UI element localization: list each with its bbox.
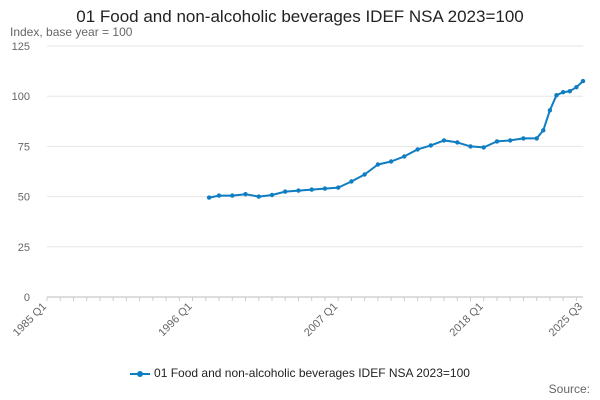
data-point[interactable] [534, 136, 539, 141]
x-axis: 1985 Q1 1996 Q1 2007 Q1 2018 Q1 2025 Q3 [11, 297, 585, 339]
y-axis: 0 25 50 75 100 125 [12, 41, 30, 304]
chart-title: 01 Food and non-alcoholic beverages IDEF… [76, 7, 524, 26]
data-point[interactable] [521, 136, 526, 141]
data-point[interactable] [574, 85, 579, 90]
series-group [206, 78, 586, 200]
data-point[interactable] [206, 195, 212, 200]
y-tick-label: 75 [18, 141, 30, 153]
data-point[interactable] [554, 93, 559, 98]
series-line [208, 80, 584, 199]
data-point[interactable] [256, 194, 261, 199]
data-point[interactable] [216, 193, 222, 198]
data-point[interactable] [296, 188, 301, 193]
data-point[interactable] [283, 189, 288, 194]
data-point[interactable] [547, 108, 553, 113]
gridlines [47, 45, 583, 298]
data-point[interactable] [567, 89, 572, 94]
x-tick-label: 2025 Q3 [547, 301, 585, 339]
x-tick-label: 1985 Q1 [11, 301, 49, 339]
data-point[interactable] [349, 179, 354, 184]
data-point[interactable] [415, 147, 420, 152]
data-point[interactable] [362, 172, 367, 177]
data-point[interactable] [402, 154, 407, 159]
data-point[interactable] [269, 192, 275, 198]
y-axis-unit-label: Index, base year = 100 [10, 25, 133, 39]
data-point[interactable] [560, 90, 566, 95]
data-point[interactable] [541, 128, 546, 133]
data-point[interactable] [309, 187, 314, 192]
legend-series-marker [130, 369, 151, 379]
data-point[interactable] [375, 162, 381, 167]
y-tick-label: 50 [18, 192, 30, 204]
data-point[interactable] [243, 192, 248, 197]
legend-series-label: 01 Food and non-alcoholic beverages IDEF… [154, 366, 470, 380]
data-point[interactable] [508, 138, 513, 143]
data-point[interactable] [481, 145, 486, 150]
data-point[interactable] [455, 140, 460, 145]
data-point[interactable] [336, 185, 341, 190]
y-tick-label: 125 [12, 41, 30, 53]
legend[interactable]: 01 Food and non-alcoholic beverages IDEF… [0, 366, 600, 380]
data-point[interactable] [230, 193, 235, 198]
data-point[interactable] [322, 186, 328, 191]
data-point[interactable] [580, 78, 586, 84]
y-tick-label: 0 [24, 292, 30, 304]
data-point[interactable] [388, 159, 394, 164]
y-tick-label: 100 [12, 91, 30, 103]
x-tick-label: 1996 Q1 [156, 301, 194, 339]
data-point[interactable] [428, 143, 433, 148]
x-tick-label: 2007 Q1 [302, 301, 340, 339]
y-tick-label: 25 [18, 242, 30, 254]
data-point[interactable] [441, 138, 447, 143]
data-point[interactable] [494, 139, 500, 144]
x-tick-label: 2018 Q1 [448, 301, 486, 339]
source-label: Source: [548, 382, 590, 396]
data-point[interactable] [468, 144, 473, 149]
